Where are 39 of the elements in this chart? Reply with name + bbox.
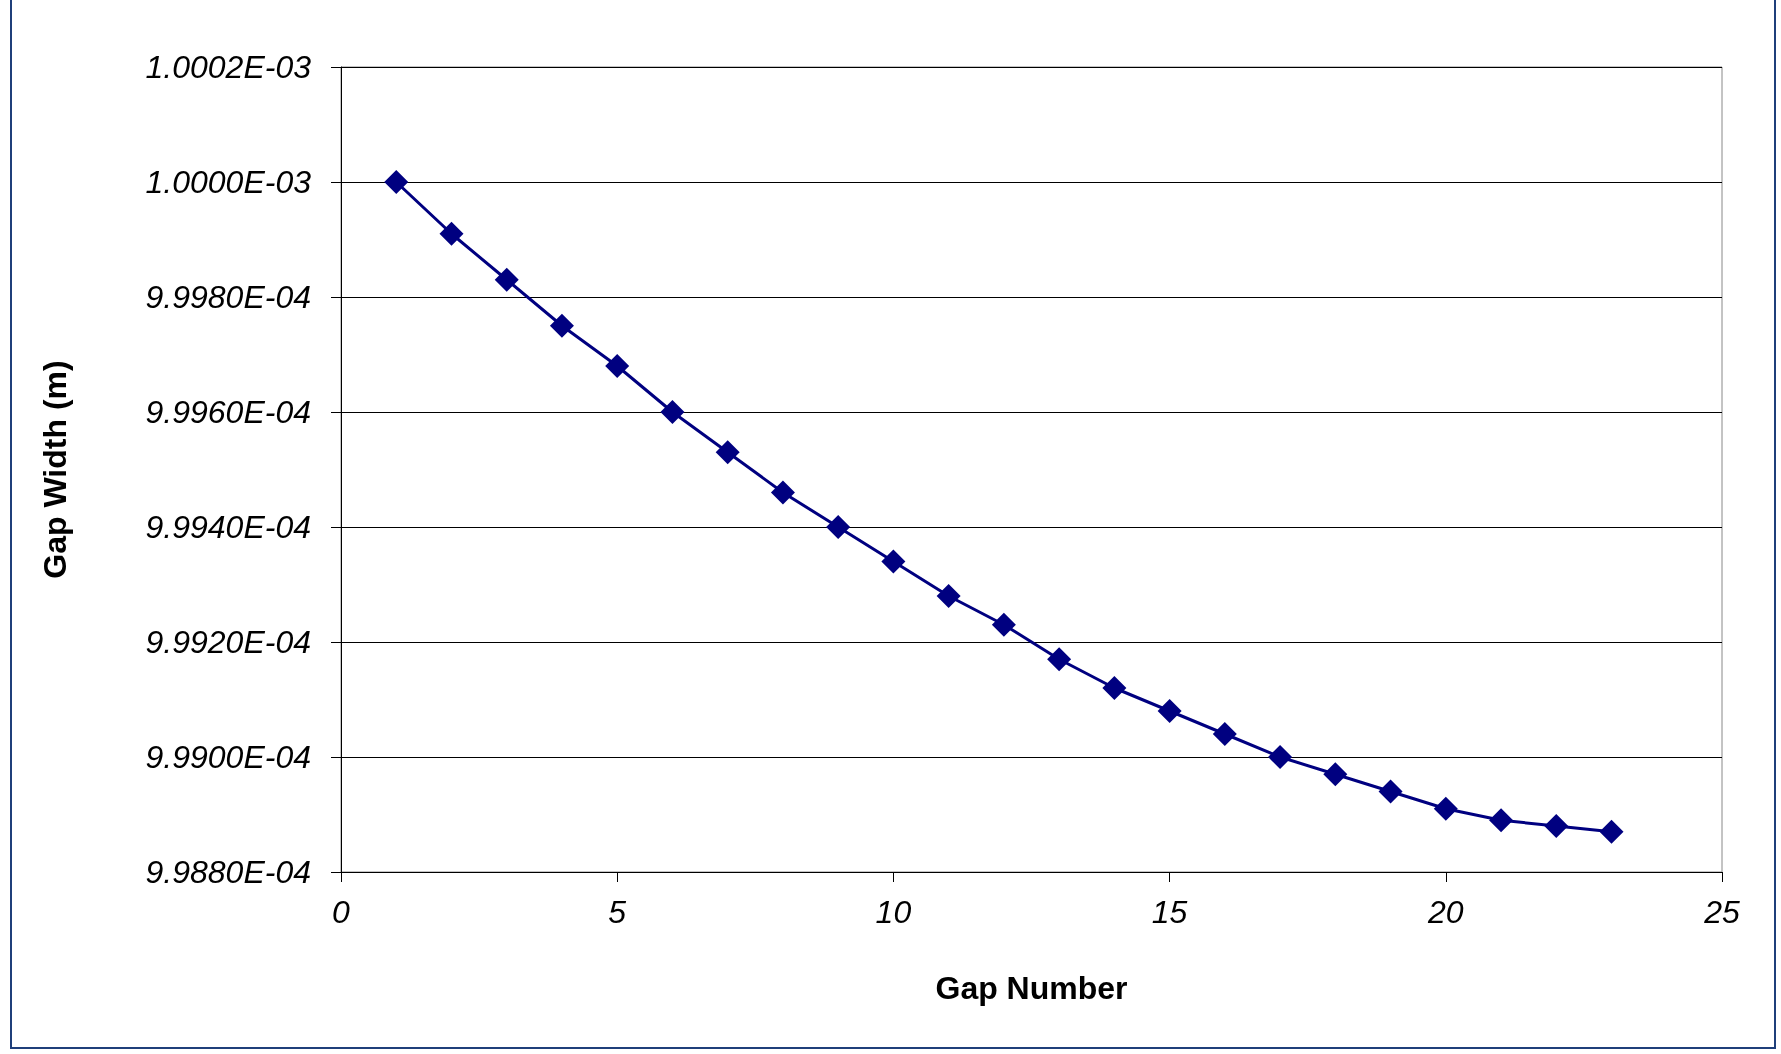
point	[1047, 647, 1072, 672]
x-axis-title: Gap Number	[935, 970, 1128, 1006]
point	[549, 313, 574, 338]
y-tick-label: 9.9880E-04	[145, 854, 311, 890]
point	[1599, 819, 1624, 844]
y-tick-label: 9.9980E-04	[145, 279, 311, 315]
point	[715, 440, 740, 465]
point	[1433, 796, 1458, 821]
x-tick-label: 20	[1427, 894, 1464, 930]
point	[881, 549, 906, 574]
y-tick-label: 1.0000E-03	[145, 164, 312, 200]
point	[1102, 676, 1127, 700]
x-tick-label: 5	[608, 894, 627, 930]
x-tick-label: 25	[1703, 894, 1740, 930]
point	[384, 170, 409, 194]
x-tick-label: 0	[332, 894, 351, 930]
point	[770, 480, 795, 505]
y-tick-label: 9.9920E-04	[145, 624, 311, 660]
point	[1268, 745, 1293, 769]
point	[494, 267, 519, 292]
point	[1323, 762, 1348, 787]
point	[1157, 699, 1182, 723]
point	[439, 221, 464, 246]
point	[1212, 722, 1237, 746]
y-tick-label: 9.9960E-04	[145, 394, 311, 430]
y-tick-label: 9.9940E-04	[145, 509, 311, 545]
x-tick-label: 10	[875, 894, 912, 930]
x-tick-label: 15	[1151, 894, 1188, 930]
point	[991, 612, 1016, 637]
y-tick-label: 9.9900E-04	[145, 739, 311, 775]
y-axis-title: Gap Width (m)	[37, 360, 73, 579]
point	[1378, 779, 1403, 804]
point	[1544, 814, 1569, 838]
point	[1489, 808, 1514, 833]
point	[826, 515, 851, 539]
point	[660, 400, 685, 424]
point	[936, 584, 961, 608]
y-tick-label: 1.0002E-03	[145, 49, 312, 85]
point	[605, 354, 630, 378]
